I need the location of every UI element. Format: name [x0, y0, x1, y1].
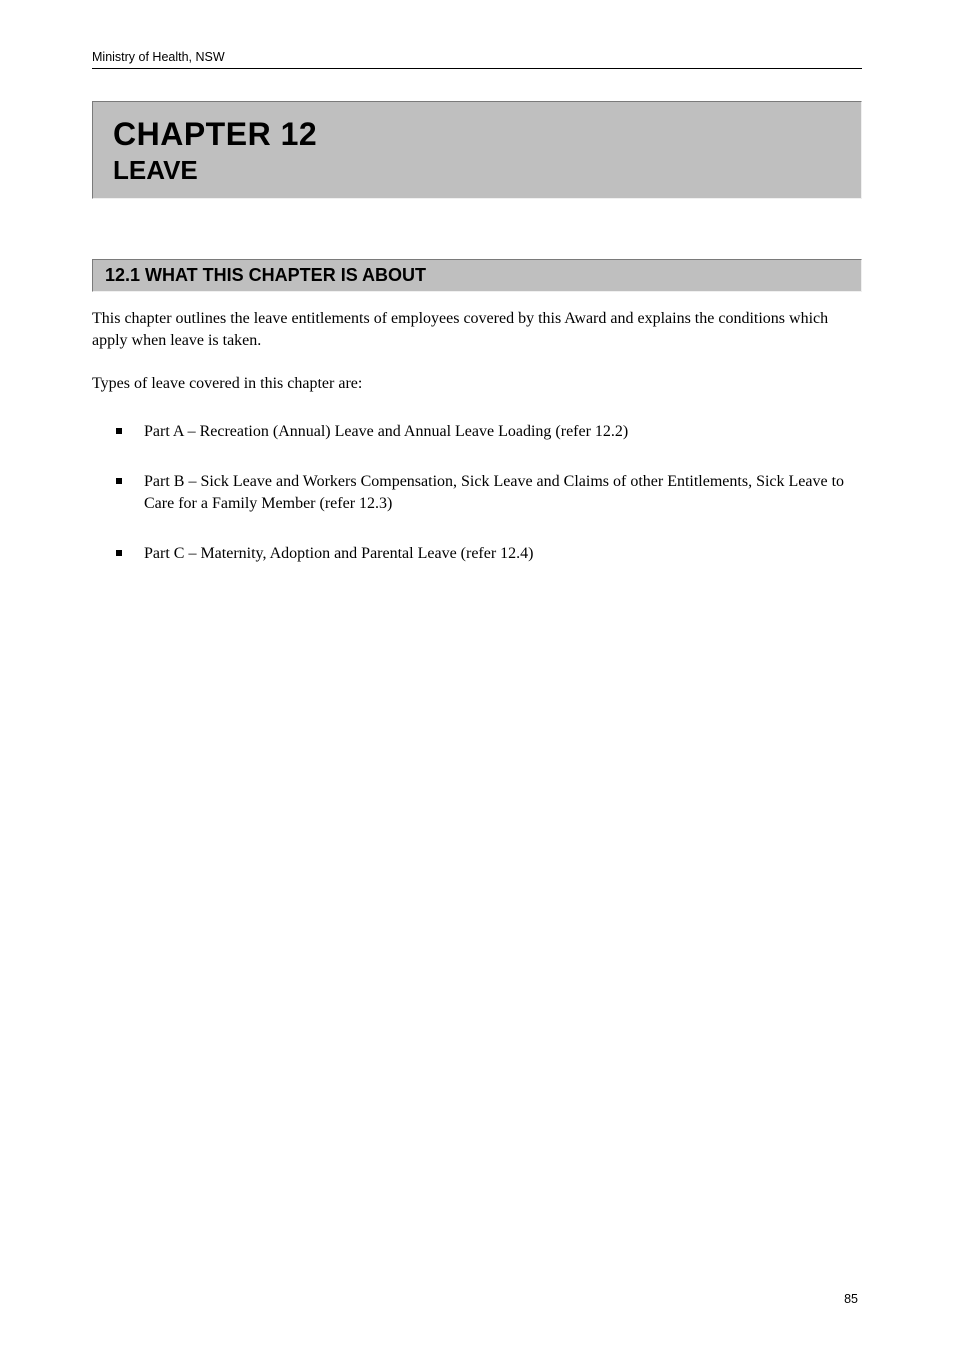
chapter-heading-box: CHAPTER 12 LEAVE	[92, 101, 862, 199]
list-item: Part B – Sick Leave and Workers Compensa…	[116, 471, 862, 515]
bullet-intro: Types of leave covered in this chapter a…	[92, 375, 862, 393]
chapter-title: LEAVE	[113, 155, 843, 186]
bullet-list: Part A – Recreation (Annual) Leave and A…	[92, 421, 862, 565]
header-divider	[92, 68, 862, 69]
list-item: Part C – Maternity, Adoption and Parenta…	[116, 543, 862, 565]
section-heading-box: 12.1 WHAT THIS CHAPTER IS ABOUT	[92, 259, 862, 292]
intro-paragraph: This chapter outlines the leave entitlem…	[92, 308, 862, 353]
chapter-number: CHAPTER 12	[113, 116, 843, 153]
list-item: Part A – Recreation (Annual) Leave and A…	[116, 421, 862, 443]
page-number: 85	[844, 1292, 858, 1306]
running-header: Ministry of Health, NSW	[92, 50, 862, 64]
